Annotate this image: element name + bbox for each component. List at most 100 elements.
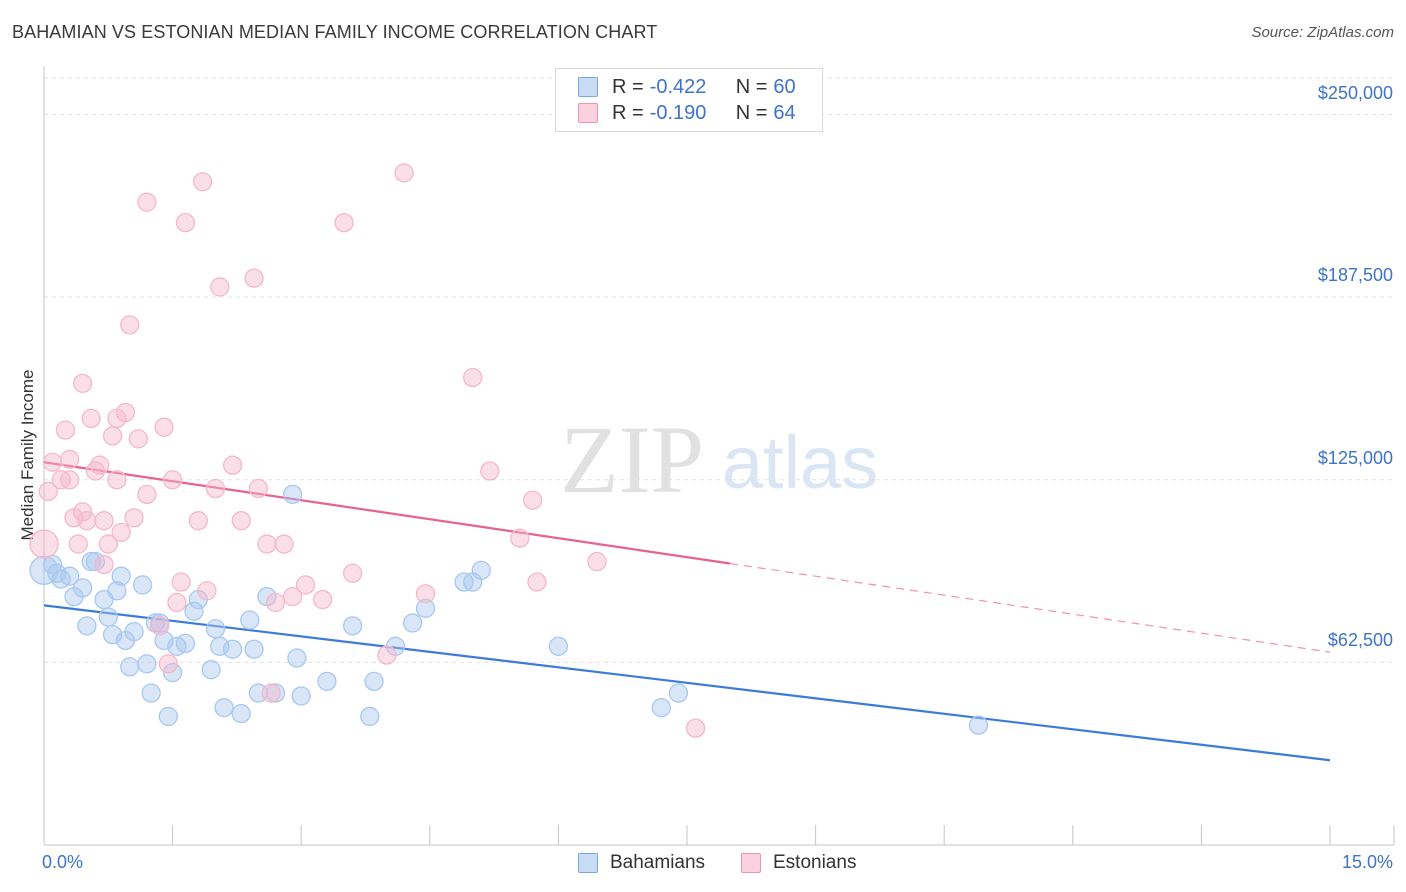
- data-point: [274, 534, 294, 554]
- trendline-solid: [43, 461, 731, 565]
- estonians-swatch: [578, 103, 598, 123]
- data-point: [197, 581, 217, 601]
- data-point: [171, 572, 191, 592]
- data-point: [265, 592, 286, 613]
- axes: [43, 66, 1395, 846]
- x-tick-label-min: 0.0%: [42, 852, 84, 872]
- legend-item-bahamians[interactable]: Bahamians: [578, 852, 705, 874]
- data-point: [98, 534, 118, 554]
- data-point: [120, 315, 140, 335]
- stats-legend: R = -0.422 N = 60 R = -0.190 N = 64: [555, 68, 823, 132]
- data-point: [480, 461, 500, 481]
- data-points: [29, 163, 989, 738]
- legend-label-bahamians: Bahamians: [610, 852, 706, 873]
- r-value: -0.422: [649, 75, 707, 98]
- data-point: [244, 268, 264, 288]
- stats-legend-row-bahamians: R = -0.422 N = 60: [578, 75, 796, 99]
- data-point: [210, 277, 230, 297]
- data-point: [29, 529, 59, 559]
- data-point: [364, 671, 384, 692]
- data-point: [291, 686, 311, 706]
- data-point: [968, 715, 989, 735]
- watermark-atlas: atlas: [722, 421, 878, 504]
- data-point: [137, 192, 157, 212]
- data-point: [98, 607, 118, 627]
- estonians-legend-swatch: [741, 853, 761, 873]
- legend-label-estonians: Estonians: [773, 852, 857, 873]
- data-point: [77, 511, 97, 531]
- data-point: [188, 511, 208, 531]
- trendline-solid: [43, 604, 1331, 762]
- data-point: [94, 511, 114, 531]
- data-point: [360, 706, 380, 727]
- data-point: [120, 657, 140, 677]
- data-point: [38, 481, 58, 502]
- y-tick-label: $250,000: [1317, 82, 1393, 103]
- data-point: [60, 449, 80, 469]
- watermark-zip: ZIP: [560, 406, 704, 513]
- r-value: -0.190: [649, 101, 707, 124]
- data-point: [124, 622, 144, 642]
- data-point: [42, 452, 63, 472]
- data-point: [55, 420, 76, 440]
- data-point: [265, 683, 286, 703]
- data-point: [282, 484, 303, 505]
- data-point: [162, 662, 183, 683]
- y-tick-label: $62,500: [1327, 630, 1393, 651]
- data-point: [651, 698, 671, 718]
- data-point: [261, 683, 281, 703]
- data-point: [132, 575, 153, 595]
- data-point: [295, 575, 316, 595]
- data-point: [162, 470, 183, 490]
- data-point: [124, 508, 144, 528]
- data-point: [244, 639, 264, 659]
- data-point: [192, 172, 213, 192]
- data-point: [214, 698, 234, 718]
- n-key: N =: [735, 75, 768, 98]
- data-point: [137, 484, 157, 505]
- data-point: [240, 610, 260, 630]
- trendline-dashed: [729, 562, 1331, 653]
- data-point: [282, 586, 303, 607]
- bahamians-legend-swatch: [578, 853, 598, 873]
- data-point: [201, 660, 221, 680]
- data-point: [184, 601, 204, 621]
- r-key: R =: [612, 101, 644, 124]
- data-point: [523, 490, 543, 510]
- data-point: [150, 616, 170, 636]
- data-point: [72, 578, 93, 598]
- y-tick-label: $187,500: [1317, 265, 1393, 286]
- trendlines: [43, 461, 1331, 762]
- data-point: [287, 648, 307, 668]
- data-point: [68, 534, 88, 554]
- data-point: [167, 592, 187, 613]
- data-point: [77, 616, 97, 636]
- data-point: [72, 502, 93, 522]
- data-point: [257, 534, 277, 554]
- data-point: [403, 613, 423, 633]
- legend-item-estonians[interactable]: Estonians: [741, 852, 856, 874]
- data-point: [231, 511, 251, 531]
- data-point: [175, 212, 196, 233]
- data-point: [668, 683, 689, 703]
- stats-legend-row-estonians: R = -0.190 N = 64: [578, 101, 796, 125]
- data-point: [471, 560, 491, 580]
- bahamians-swatch: [578, 77, 598, 97]
- data-point: [415, 584, 436, 604]
- data-point: [527, 572, 547, 592]
- data-point: [128, 429, 148, 449]
- data-point: [463, 367, 483, 388]
- data-point: [94, 554, 114, 575]
- data-point: [205, 619, 226, 639]
- data-point: [111, 566, 131, 586]
- data-point: [587, 551, 607, 572]
- data-point: [60, 566, 80, 586]
- data-point: [312, 589, 333, 610]
- data-point: [377, 645, 397, 665]
- y-tick-label: $125,000: [1317, 447, 1393, 468]
- data-point: [175, 633, 196, 654]
- n-key: N =: [735, 101, 768, 124]
- data-point: [342, 616, 363, 636]
- chart-title: BAHAMIAN VS ESTONIAN MEDIAN FAMILY INCOM…: [12, 22, 658, 42]
